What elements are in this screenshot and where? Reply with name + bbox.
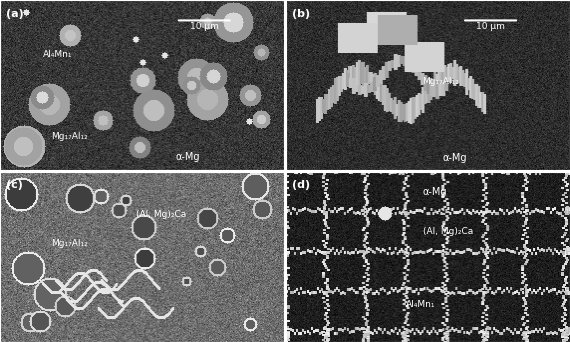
Text: Mg₁₇Al₁₂: Mg₁₇Al₁₂ (51, 132, 88, 141)
Text: Al₄Mn₁: Al₄Mn₁ (43, 50, 72, 59)
Text: (a): (a) (6, 9, 23, 18)
Text: 10 μm: 10 μm (190, 22, 219, 31)
Text: (b): (b) (292, 9, 310, 18)
Text: α-Mg: α-Mg (422, 187, 447, 197)
Text: (Al, Mg)₂Ca: (Al, Mg)₂Ca (422, 227, 473, 236)
Text: 10 μm: 10 μm (476, 22, 505, 31)
Text: Mg₁₇Al₁₂: Mg₁₇Al₁₂ (51, 239, 88, 248)
Text: Al₄Mn₁: Al₄Mn₁ (405, 300, 435, 309)
Text: Mg₁₇Al₁₂: Mg₁₇Al₁₂ (422, 77, 459, 86)
Text: (d): (d) (292, 180, 310, 190)
Text: (Al, Mg)₂Ca: (Al, Mg)₂Ca (136, 210, 186, 219)
Text: α-Mg: α-Mg (442, 153, 467, 163)
Text: (c): (c) (6, 180, 23, 190)
Text: α-Mg: α-Mg (176, 152, 200, 161)
